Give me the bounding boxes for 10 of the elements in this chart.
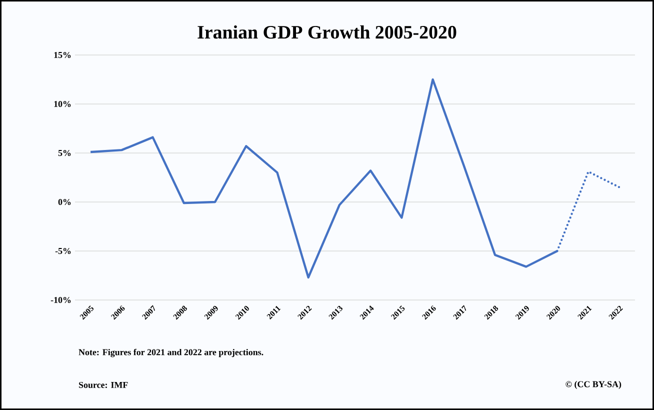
y-tick-label: 5% (58, 150, 71, 156)
source-note: Source: IMF (79, 382, 128, 388)
y-tick-label: -5% (55, 248, 71, 254)
text: Note: Figures for 2021 and 2022 are projections. (78, 348, 264, 358)
chart-title: Iranian GDP Growth 2005-2020 (198, 25, 456, 39)
y-tick-label: -10% (50, 296, 71, 304)
text: © (CC BY-SA) (566, 380, 622, 390)
y-tick-label: 10% (54, 100, 71, 108)
y-tick-label: 0% (58, 198, 71, 206)
y-tick-label: 15% (54, 52, 71, 58)
